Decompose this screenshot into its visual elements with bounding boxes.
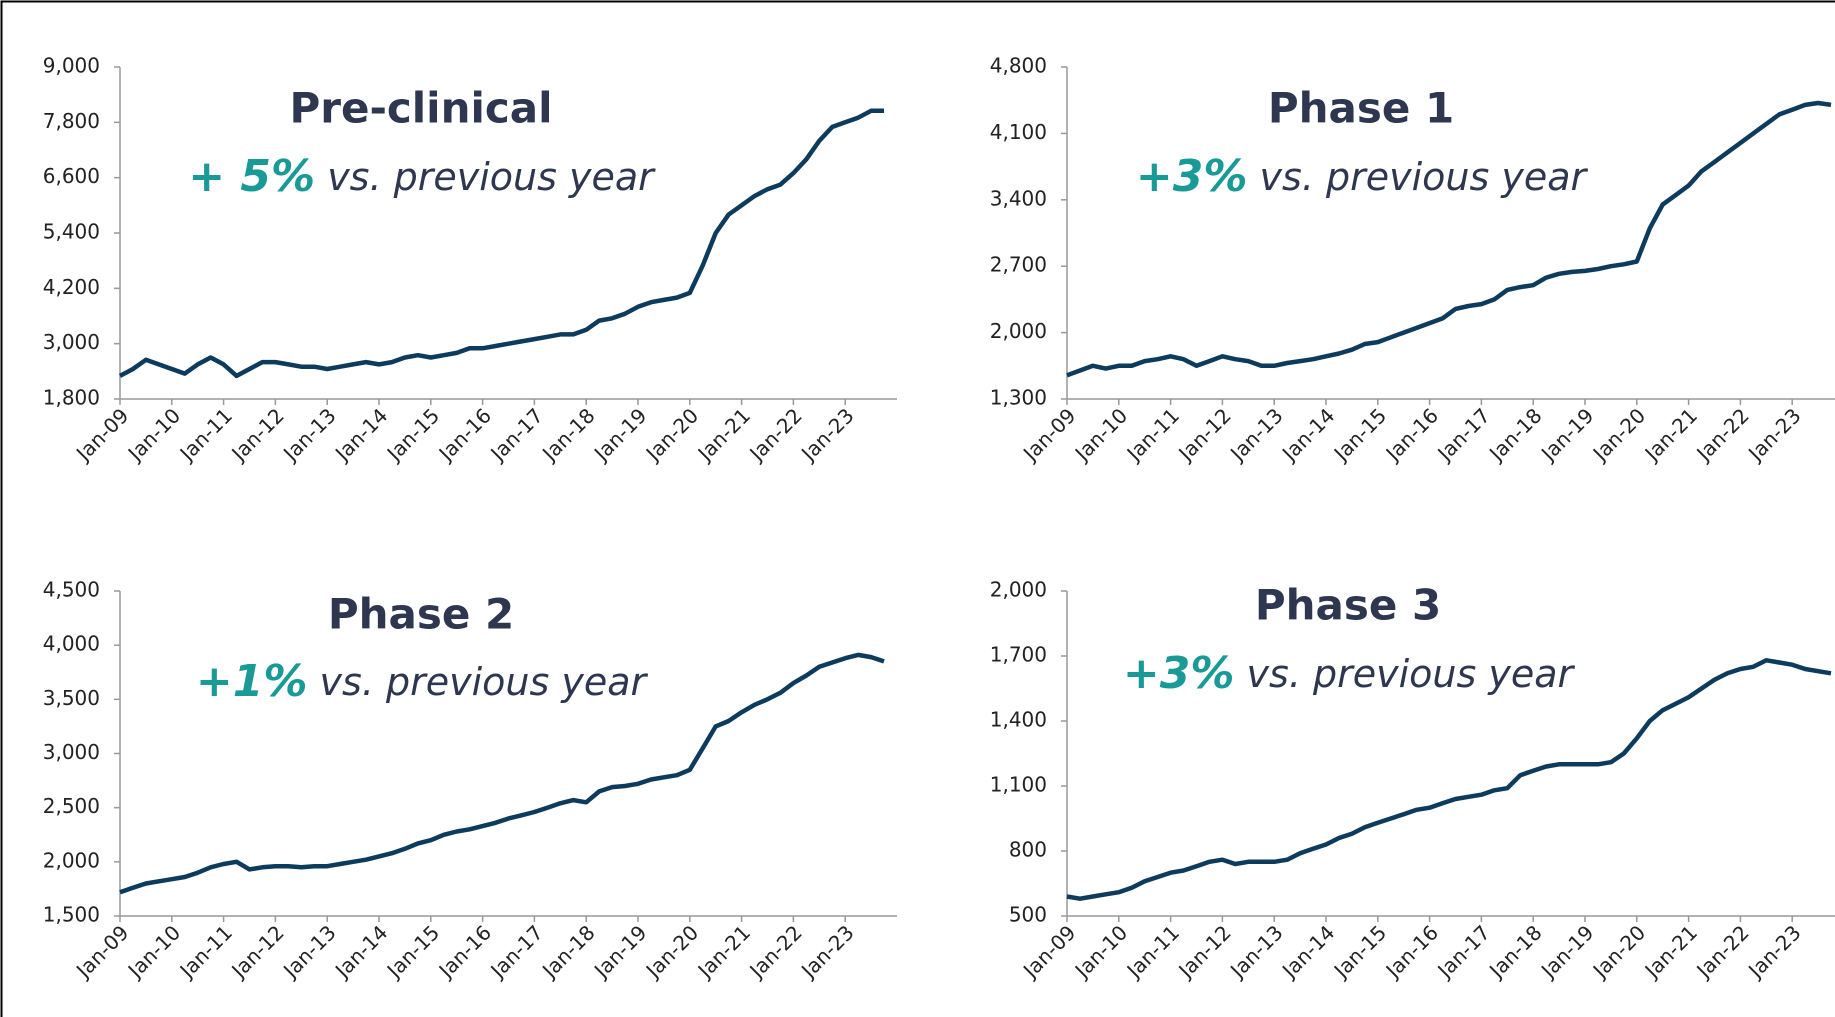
highlight: +1%: [196, 656, 308, 707]
y-tick-label: 4,500: [43, 578, 100, 602]
y-tick-label: 4,800: [990, 54, 1047, 78]
chart-subtitle: +3% vs. previous year: [1123, 648, 1576, 699]
y-tick-label: 1,800: [43, 386, 100, 410]
y-tick-label: 3,000: [43, 330, 100, 354]
y-tick-label: 1,300: [990, 386, 1047, 410]
highlight: + 5%: [188, 151, 315, 202]
data-line: [119, 652, 885, 895]
subtitle: vs. previous year: [327, 155, 656, 199]
y-tick-label: 2,000: [990, 319, 1047, 343]
space: [1247, 155, 1259, 199]
y-tick-label: 1,100: [990, 773, 1047, 797]
y-tick-label: 2,500: [43, 794, 100, 818]
y-tick-label: 1,400: [990, 708, 1047, 732]
chart-subtitle: + 5% vs. previous year: [188, 151, 656, 202]
y-tick-label: 2,700: [990, 253, 1047, 277]
highlight: +3%: [1136, 151, 1248, 202]
subtitle: vs. previous year: [320, 660, 649, 704]
y-tick-label: 3,400: [990, 186, 1047, 210]
data-line: [118, 108, 884, 379]
y-tick-label: 2,000: [43, 848, 100, 872]
subtitle: vs. previous year: [1260, 155, 1589, 199]
space: [315, 155, 327, 199]
chart-title: Phase 2: [328, 590, 514, 639]
chart-title: Phase 1: [1268, 84, 1454, 133]
chart-title: Pre-clinical: [289, 84, 552, 133]
y-tick-label: 2,000: [990, 578, 1047, 602]
chart-subtitle: +1% vs. previous year: [196, 656, 649, 707]
y-tick-label: 4,200: [43, 275, 100, 299]
data-line: [1066, 100, 1832, 378]
y-tick-label: 6,600: [43, 164, 100, 188]
y-tick-label: 3,000: [43, 740, 100, 764]
y-tick-label: 1,700: [990, 643, 1047, 667]
space: [307, 660, 319, 704]
y-tick-label: 1,500: [43, 903, 100, 927]
subtitle: vs. previous year: [1247, 652, 1576, 696]
y-tick-label: 7,800: [43, 109, 100, 133]
chart-title: Phase 3: [1255, 581, 1441, 630]
y-tick-label: 9,000: [43, 54, 100, 78]
y-tick-label: 500: [1009, 903, 1047, 927]
y-tick-label: 3,500: [43, 686, 100, 710]
highlight: +3%: [1123, 648, 1235, 699]
y-tick-label: 4,000: [43, 632, 100, 656]
y-tick-label: 5,400: [43, 220, 100, 244]
y-tick-label: 4,100: [990, 120, 1047, 144]
space: [1234, 652, 1246, 696]
data-line: [1066, 658, 1832, 901]
chart-subtitle: +3% vs. previous year: [1136, 151, 1589, 202]
y-tick-label: 800: [1009, 838, 1047, 862]
